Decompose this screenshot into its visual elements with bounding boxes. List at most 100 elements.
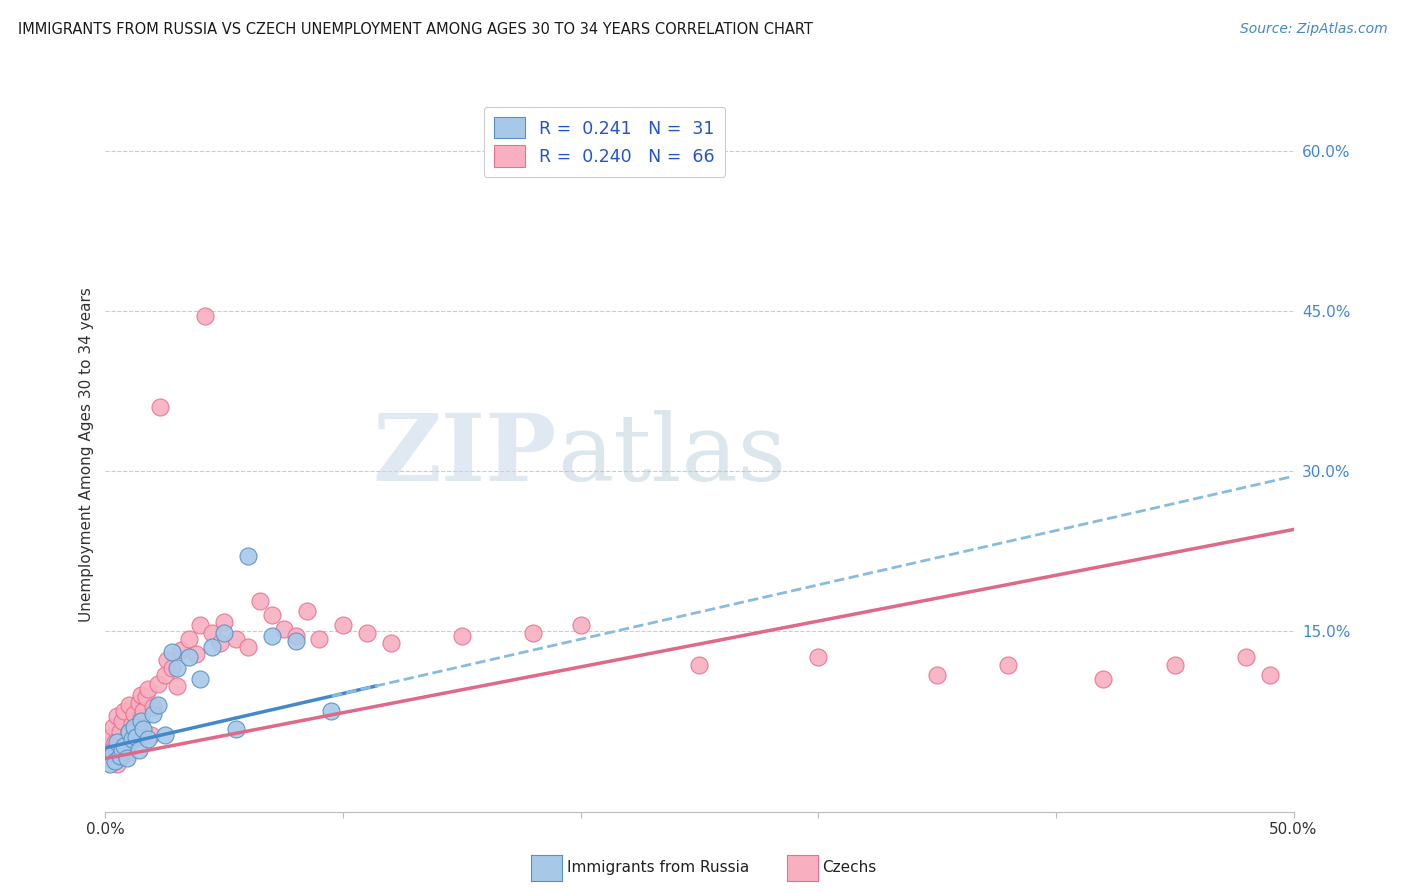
Text: Czechs: Czechs (823, 861, 877, 875)
Point (135, 690, 157, 704)
Point (142, 706, 165, 721)
Point (153, 728, 176, 742)
Point (132, 722, 155, 736)
Point (122, 732, 145, 747)
Text: atlas: atlas (557, 410, 786, 500)
Point (190, 618, 212, 632)
Point (129, 711, 152, 725)
Point (190, 672, 212, 686)
Point (101, 719, 124, 733)
Text: Immigrants from Russia: Immigrants from Russia (567, 861, 749, 875)
Point (105, 709, 128, 723)
Point (122, 719, 145, 733)
Y-axis label: Unemployment Among Ages 30 to 34 years: Unemployment Among Ages 30 to 34 years (79, 287, 94, 623)
Point (201, 625, 224, 640)
Point (125, 722, 148, 736)
Point (98, 756, 121, 771)
Point (142, 700, 165, 714)
Point (146, 677, 169, 691)
Point (129, 714, 152, 729)
Point (925, 668, 948, 682)
Point (114, 704, 136, 718)
Point (1258, 668, 1281, 682)
Point (225, 722, 247, 736)
Point (104, 754, 127, 768)
Point (380, 636, 402, 650)
Point (149, 400, 172, 414)
Point (225, 632, 247, 647)
Point (177, 632, 200, 647)
Point (114, 739, 136, 753)
Point (308, 632, 330, 647)
Point (139, 728, 162, 742)
Point (115, 746, 138, 760)
Point (236, 640, 259, 654)
Point (118, 724, 141, 739)
Point (101, 746, 124, 760)
Point (160, 645, 183, 659)
Point (332, 618, 354, 632)
Point (807, 650, 830, 665)
Point (297, 605, 319, 619)
Point (115, 751, 138, 765)
Point (214, 615, 236, 629)
Point (201, 640, 224, 654)
Point (214, 625, 236, 640)
Point (108, 743, 131, 757)
Point (1164, 657, 1187, 672)
Point (132, 704, 155, 718)
Point (450, 629, 472, 643)
Point (522, 625, 544, 640)
Point (166, 679, 188, 693)
Point (194, 310, 217, 324)
Legend: R =  0.241   N =  31, R =  0.240   N =  66: R = 0.241 N = 31, R = 0.240 N = 66 (484, 107, 725, 177)
Point (101, 749, 124, 764)
Point (1092, 672, 1115, 686)
Point (166, 661, 188, 675)
Point (146, 698, 169, 713)
Point (111, 743, 134, 757)
Text: IMMIGRANTS FROM RUSSIA VS CZECH UNEMPLOYMENT AMONG AGES 30 TO 34 YEARS CORRELATI: IMMIGRANTS FROM RUSSIA VS CZECH UNEMPLOY… (18, 22, 813, 37)
Point (156, 653, 179, 667)
Point (249, 594, 271, 608)
Point (284, 629, 307, 643)
Point (284, 634, 307, 648)
Point (1234, 650, 1257, 665)
Point (128, 696, 150, 710)
Point (108, 749, 131, 764)
Point (208, 636, 231, 650)
Point (153, 668, 176, 682)
Point (129, 688, 152, 702)
Point (121, 732, 143, 747)
Point (114, 739, 136, 753)
Point (105, 756, 128, 771)
Point (128, 743, 150, 757)
Point (136, 732, 159, 747)
Point (121, 717, 143, 731)
Text: ZIP: ZIP (373, 410, 557, 500)
Point (105, 735, 128, 749)
Point (125, 730, 148, 744)
Point (111, 749, 134, 764)
Point (689, 657, 711, 672)
Point (118, 698, 141, 713)
Point (170, 643, 193, 657)
Point (108, 724, 131, 739)
Point (97, 751, 120, 765)
Point (997, 657, 1019, 672)
Point (236, 549, 259, 563)
Point (104, 754, 127, 768)
Point (160, 661, 183, 675)
Point (184, 647, 207, 661)
Point (356, 625, 378, 640)
Point (177, 650, 200, 665)
Point (569, 618, 592, 632)
Point (111, 714, 134, 729)
Point (98, 730, 121, 744)
Point (321, 704, 343, 718)
Point (97, 739, 120, 753)
Point (98, 743, 121, 757)
Point (118, 724, 141, 739)
Text: Source: ZipAtlas.com: Source: ZipAtlas.com (1240, 22, 1388, 37)
Point (260, 629, 283, 643)
